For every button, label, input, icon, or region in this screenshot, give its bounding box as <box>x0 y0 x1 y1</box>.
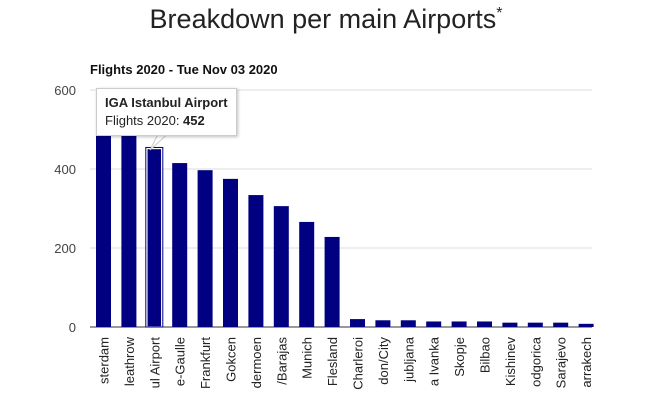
x-tick-label: Bilbao <box>478 337 493 373</box>
bar <box>146 147 163 328</box>
x-tick-label: Frankfurt <box>198 337 213 389</box>
y-tick-label: 200 <box>54 241 76 256</box>
bar <box>172 163 188 327</box>
bar <box>578 323 594 327</box>
bar <box>502 322 518 327</box>
bar <box>553 322 569 327</box>
x-tick-label: Sarajevo <box>554 337 569 388</box>
bar <box>223 178 238 327</box>
x-tick-label: jubljana <box>401 336 416 383</box>
tooltip-value: 452 <box>183 113 205 128</box>
bar <box>299 221 315 327</box>
bar <box>477 321 492 327</box>
bar <box>121 135 137 327</box>
x-tick-label: Gokcen <box>224 337 239 382</box>
chart-title: Breakdown per main Airports* <box>0 4 652 35</box>
bar <box>426 321 442 327</box>
x-tick-label: Skopje <box>452 337 467 377</box>
bar <box>400 320 416 327</box>
bar-highlight-outline <box>145 146 164 328</box>
bar <box>96 125 111 327</box>
y-tick-label: 600 <box>54 83 76 98</box>
title-text: Breakdown per main Airports <box>149 4 497 34</box>
bar <box>451 321 467 327</box>
x-tick-label: Flesland <box>325 337 340 386</box>
bar <box>350 319 365 327</box>
bar <box>248 195 264 327</box>
tooltip-label: Flights 2020: <box>105 113 184 128</box>
x-tick-label: don/City <box>376 337 391 385</box>
bar <box>273 206 289 327</box>
x-tick-label: dermoen <box>249 337 264 388</box>
chart-subtitle: Flights 2020 - Tue Nov 03 2020 <box>90 62 278 77</box>
x-tick-label: leathrow <box>122 336 137 386</box>
bar <box>527 322 543 327</box>
bar <box>197 170 213 327</box>
y-tick-label: 0 <box>69 320 76 335</box>
bar <box>324 236 340 327</box>
x-tick-label: e-Gaulle <box>173 337 188 386</box>
x-tick-label: /Barajas <box>274 337 289 385</box>
title-footnote-mark: * <box>496 5 503 22</box>
x-tick-label: Charleroi <box>351 337 366 390</box>
x-tick-label: odgorica <box>528 336 543 387</box>
x-tick-label: arrakech <box>579 337 594 388</box>
x-tick-label: Kishinev <box>503 337 518 387</box>
tooltip: IGA Istanbul Airport Flights 2020: 452 <box>96 88 237 136</box>
tooltip-title: IGA Istanbul Airport <box>105 95 228 110</box>
bar <box>375 320 391 327</box>
y-tick-label: 400 <box>54 162 76 177</box>
x-tick-label: ul Airport <box>147 337 162 389</box>
x-tick-label: a Ivanka <box>427 336 442 386</box>
x-tick-label: sterdam <box>97 337 112 384</box>
tooltip-body: Flights 2020: 452 <box>105 112 228 130</box>
x-tick-label: Munich <box>300 337 315 379</box>
